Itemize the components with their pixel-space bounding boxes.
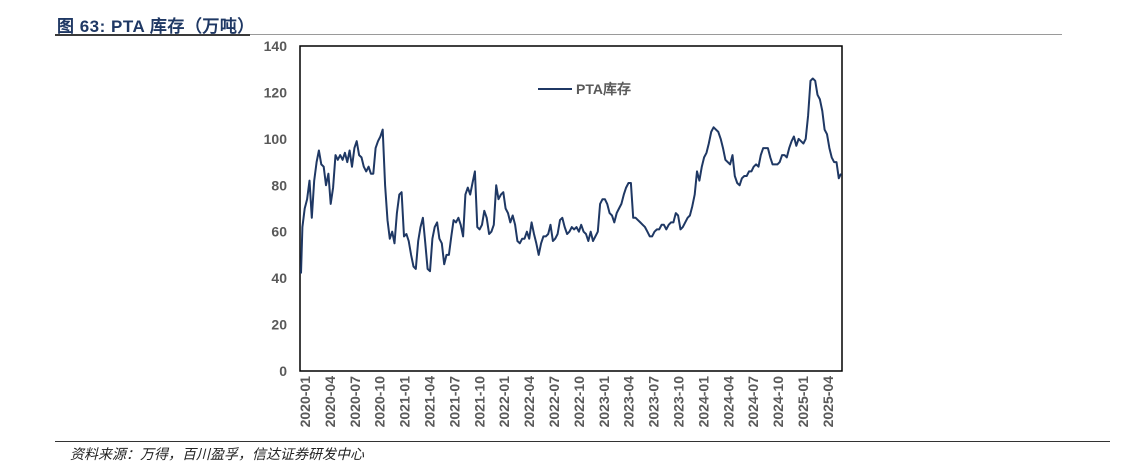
x-tick-label: 2025-04 xyxy=(820,376,836,428)
x-tick-label: 2023-04 xyxy=(621,376,637,428)
y-tick-label: 100 xyxy=(264,131,288,147)
y-tick-label: 40 xyxy=(271,270,287,286)
figure-title: 图 63: PTA 库存（万吨） xyxy=(57,17,255,36)
x-tick-label: 2022-10 xyxy=(571,376,587,428)
source-rule xyxy=(55,441,1110,442)
y-tick-label: 60 xyxy=(271,224,287,240)
x-tick-label: 2021-10 xyxy=(471,376,487,428)
x-tick-label: 2023-07 xyxy=(646,376,662,428)
title-rule xyxy=(250,34,1062,35)
x-axis: 2020-01 2020-04 2020-07 2020-10 2021-01 2021-… xyxy=(297,376,836,428)
x-tick-label: 2022-04 xyxy=(521,376,537,428)
source-note: 资料来源：万得，百川盈孚，信达证券研发中心 xyxy=(70,447,364,463)
y-tick-label: 120 xyxy=(264,84,288,100)
y-tick-label: 140 xyxy=(264,38,288,54)
legend-label: PTA库存 xyxy=(576,81,631,97)
plot-area xyxy=(299,45,843,372)
x-tick-label: 2021-07 xyxy=(446,376,462,428)
x-tick-label: 2021-04 xyxy=(422,376,438,428)
line-chart: 0 20 40 60 80 100 120 140 2020-01 2020-04 2020-07… xyxy=(264,38,843,428)
legend: PTA库存 xyxy=(538,81,631,97)
y-axis: 0 20 40 60 80 100 120 140 xyxy=(264,38,288,379)
y-tick-label: 80 xyxy=(271,177,287,193)
x-tick-label: 2024-07 xyxy=(745,376,761,428)
x-tick-label: 2022-07 xyxy=(546,376,562,428)
x-tick-label: 2023-10 xyxy=(671,376,687,428)
x-tick-label: 2020-07 xyxy=(347,376,363,428)
title-underline xyxy=(55,34,250,36)
x-tick-label: 2020-01 xyxy=(297,376,313,428)
x-tick-label: 2024-10 xyxy=(770,376,786,428)
x-tick-label: 2020-04 xyxy=(322,376,338,428)
x-tick-label: 2023-01 xyxy=(596,376,612,428)
x-tick-label: 2022-01 xyxy=(496,376,512,428)
x-tick-label: 2021-01 xyxy=(397,376,413,428)
y-tick-label: 0 xyxy=(279,363,287,379)
x-tick-label: 2024-01 xyxy=(695,376,711,428)
x-tick-label: 2025-01 xyxy=(795,376,811,428)
x-tick-label: 2020-10 xyxy=(372,376,388,428)
series-line-pta-inventory xyxy=(300,77,842,274)
x-tick-label: 2024-04 xyxy=(720,376,736,428)
y-tick-label: 20 xyxy=(271,317,287,333)
